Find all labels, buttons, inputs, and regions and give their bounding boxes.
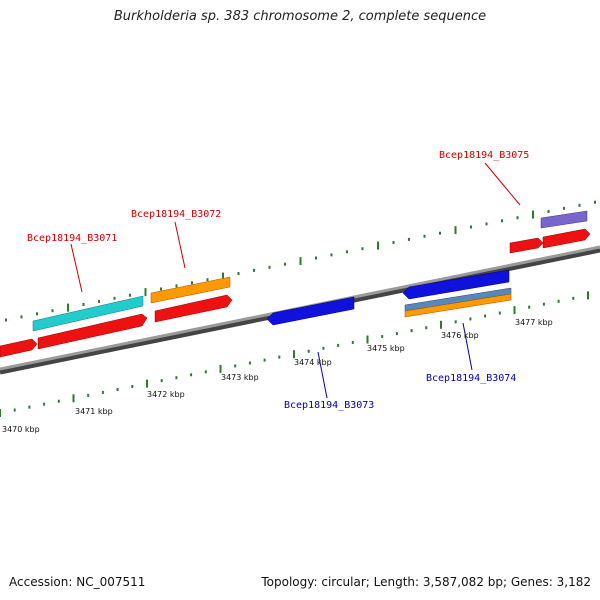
cds-red-forward-2[interactable]	[37, 313, 148, 350]
scale-label: 3477 kbp	[515, 318, 553, 327]
callout-lines	[70, 162, 521, 399]
accession-text: Accession: NC_007511	[9, 575, 146, 589]
inner-tick-track	[0, 291, 589, 417]
gene-label-b3073[interactable]: Bcep18194_B3073	[284, 400, 374, 411]
gene-label-b3071[interactable]: Bcep18194_B3071	[27, 233, 117, 244]
scale-label: 3474 kbp	[294, 358, 332, 367]
cds-cyan[interactable]	[32, 295, 144, 332]
cds-blue-2[interactable]	[402, 269, 510, 300]
cds-orange-1[interactable]	[150, 276, 231, 304]
gene-label-b3075[interactable]: Bcep18194_B3075	[439, 150, 529, 161]
scale-label: 3472 kbp	[147, 390, 185, 399]
forward-features	[0, 210, 591, 358]
cds-orange-2[interactable]	[404, 293, 512, 318]
gene-label-b3072[interactable]: Bcep18194_B3072	[131, 209, 221, 220]
cds-red-forward-3[interactable]	[154, 294, 233, 323]
map-title: Burkholderia sp. 383 chromosome 2, compl…	[113, 9, 487, 24]
gene-label-b3074[interactable]: Bcep18194_B3074	[426, 373, 516, 384]
genome-summary-text: Topology: circular; Length: 3,587,082 bp…	[261, 575, 591, 589]
cds-red-forward-5[interactable]	[542, 228, 591, 249]
cds-purple[interactable]	[540, 210, 588, 229]
gene-labels: Bcep18194_B3071 Bcep18194_B3072 Bcep1819…	[27, 150, 529, 411]
scale-label: 3471 kbp	[75, 407, 113, 416]
cds-red-forward-4[interactable]	[509, 237, 544, 254]
outer-tick-track	[5, 200, 596, 322]
scale-label: 3475 kbp	[367, 344, 405, 353]
scale-label: 3470 kbp	[2, 425, 40, 434]
cds-blue-1[interactable]	[266, 296, 355, 326]
scale-label: 3473 kbp	[221, 373, 259, 382]
reverse-features	[266, 269, 512, 326]
cds-red-forward-1[interactable]	[0, 338, 38, 358]
scale-labels: 3470 kbp 3471 kbp 3472 kbp 3473 kbp 3474…	[2, 318, 553, 434]
scale-label: 3476 kbp	[441, 331, 479, 340]
